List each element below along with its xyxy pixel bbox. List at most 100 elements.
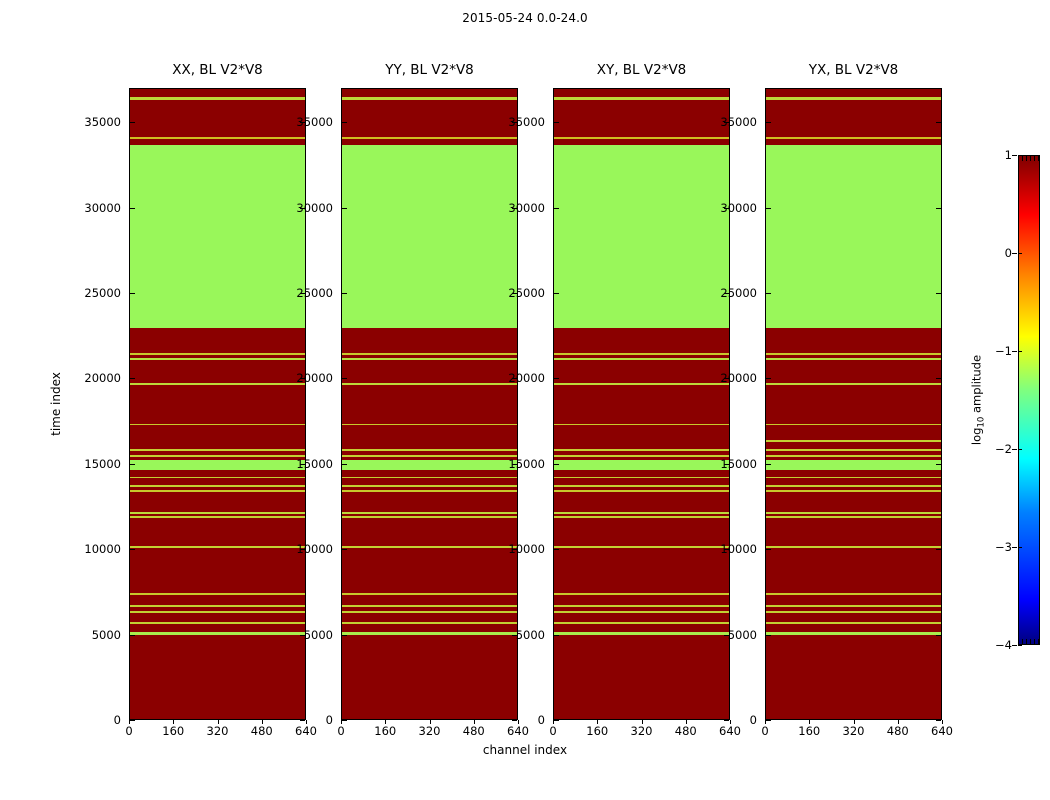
x-axis-tick-label: 0 — [337, 724, 345, 738]
heatmap-band — [130, 485, 305, 487]
heatmap-band — [342, 383, 517, 386]
heatmap-band — [130, 145, 305, 329]
heatmap-band — [130, 97, 305, 101]
x-axis-tick-mark — [553, 720, 554, 724]
x-axis-tick-mark — [597, 720, 599, 724]
y-axis-tick-mark — [554, 634, 559, 636]
y-axis-tick-mark — [724, 549, 729, 551]
y-axis-tick-mark — [766, 378, 771, 380]
y-axis-tick-mark — [936, 720, 941, 721]
x-axis-tick-mark — [809, 720, 811, 724]
y-axis-tick-label: 15000 — [296, 456, 333, 471]
y-axis-tick-mark — [554, 122, 559, 124]
y-axis-tick-mark — [130, 378, 135, 380]
y-axis-tick-mark — [512, 122, 517, 124]
x-axis-tick-mark — [942, 720, 943, 724]
y-axis-tick-mark — [342, 378, 347, 380]
heatmap-band — [766, 621, 941, 624]
heatmap-band — [554, 136, 729, 139]
colorbar-extend-hatch-top — [1018, 156, 1040, 161]
colorbar-tick-label: −4 — [995, 638, 1012, 652]
y-axis-tick-label: 20000 — [296, 371, 333, 386]
colorbar-label: log10 amplitude — [969, 355, 986, 445]
heatmap-band — [766, 383, 941, 386]
x-axis-tick-mark — [129, 720, 130, 724]
heatmap-band — [342, 621, 517, 624]
y-axis-tick-mark — [554, 720, 559, 721]
heatmap-band — [554, 459, 729, 470]
heatmap-band — [766, 440, 941, 442]
heatmap-band — [342, 449, 517, 452]
x-axis-tick-label: 640 — [931, 724, 953, 738]
colorbar-tick-label: 0 — [1004, 246, 1012, 260]
heatmap-band — [130, 592, 305, 595]
colorbar-label-main: log — [969, 427, 984, 446]
y-axis-tick-mark — [342, 122, 347, 124]
heatmap-band — [766, 352, 941, 355]
y-axis-tick-mark — [766, 634, 771, 636]
colorbar-label-tail: amplitude — [969, 354, 984, 417]
y-axis-tick-label: 15000 — [84, 456, 121, 471]
colorbar-tick-mark — [1012, 449, 1017, 450]
colorbar-tick-mark — [1018, 645, 1022, 646]
x-axis-tick-mark — [518, 720, 519, 724]
heatmap-band — [554, 604, 729, 607]
y-axis-tick-label: 25000 — [84, 285, 121, 300]
y-axis-tick-mark — [724, 207, 729, 209]
y-axis-tick-mark — [766, 720, 771, 721]
y-axis-tick-mark — [724, 720, 729, 721]
heatmap-band — [130, 383, 305, 386]
subplot-panel: YY, BL V2*V8 — [341, 62, 518, 720]
colorbar-gradient — [1019, 156, 1039, 644]
y-axis-tick-label: 20000 — [720, 371, 757, 386]
y-axis-tick-mark — [724, 122, 729, 124]
y-axis-tick-mark — [766, 122, 771, 124]
heatmap-band — [130, 604, 305, 607]
y-axis-tick-mark — [766, 549, 771, 551]
colorbar-tick-mark — [1018, 253, 1022, 254]
heatmap-band — [554, 512, 729, 515]
x-axis-tick-mark — [217, 720, 219, 724]
heatmap-band — [766, 592, 941, 595]
y-axis-tick-label: 0 — [113, 713, 121, 727]
colorbar-tick-mark — [1018, 155, 1022, 156]
heatmap-band — [766, 490, 941, 493]
heatmap-band — [130, 449, 305, 452]
y-axis-tick-mark — [554, 207, 559, 209]
heatmap-band — [342, 490, 517, 493]
y-axis-tick-label: 0 — [749, 713, 757, 727]
y-axis-tick-label: 10000 — [296, 542, 333, 557]
subplot-title: YX, BL V2*V8 — [808, 62, 899, 78]
x-axis-tick-mark — [730, 720, 731, 724]
heatmap-band — [554, 352, 729, 355]
heatmap-band — [554, 545, 729, 548]
y-axis-tick-label: 30000 — [84, 200, 121, 215]
colorbar-tick-label: −2 — [995, 442, 1012, 456]
y-axis-tick-label: 5000 — [727, 627, 757, 642]
x-axis-tick-mark — [765, 720, 766, 724]
y-axis-tick-mark — [936, 549, 941, 551]
y-axis-tick-mark — [342, 292, 347, 294]
y-axis-tick-label: 30000 — [508, 200, 545, 215]
y-axis-tick-label: 35000 — [84, 115, 121, 130]
heatmap-band — [130, 545, 305, 548]
heatmap-band — [342, 97, 517, 101]
y-axis-tick-mark — [342, 463, 347, 465]
figure-suptitle: 2015-05-24 0.0-24.0 — [462, 11, 588, 25]
x-axis-tick-label: 160 — [798, 724, 821, 738]
x-axis-tick-label: 640 — [295, 724, 317, 738]
y-axis-tick-mark — [936, 378, 941, 380]
heatmap-band — [342, 610, 517, 613]
colorbar-tick-mark — [1012, 351, 1017, 352]
y-axis-tick-label: 35000 — [508, 115, 545, 130]
heatmap-band — [766, 423, 941, 426]
heatmap-band — [342, 604, 517, 607]
heatmap-image — [341, 88, 518, 720]
y-axis-tick-mark — [130, 549, 135, 551]
heatmap-band — [130, 136, 305, 139]
heatmap-band — [554, 621, 729, 624]
y-axis-tick-mark — [512, 720, 517, 721]
y-axis-tick-mark — [342, 207, 347, 209]
y-axis-tick-mark — [724, 378, 729, 380]
y-axis-tick-label: 30000 — [720, 200, 757, 215]
